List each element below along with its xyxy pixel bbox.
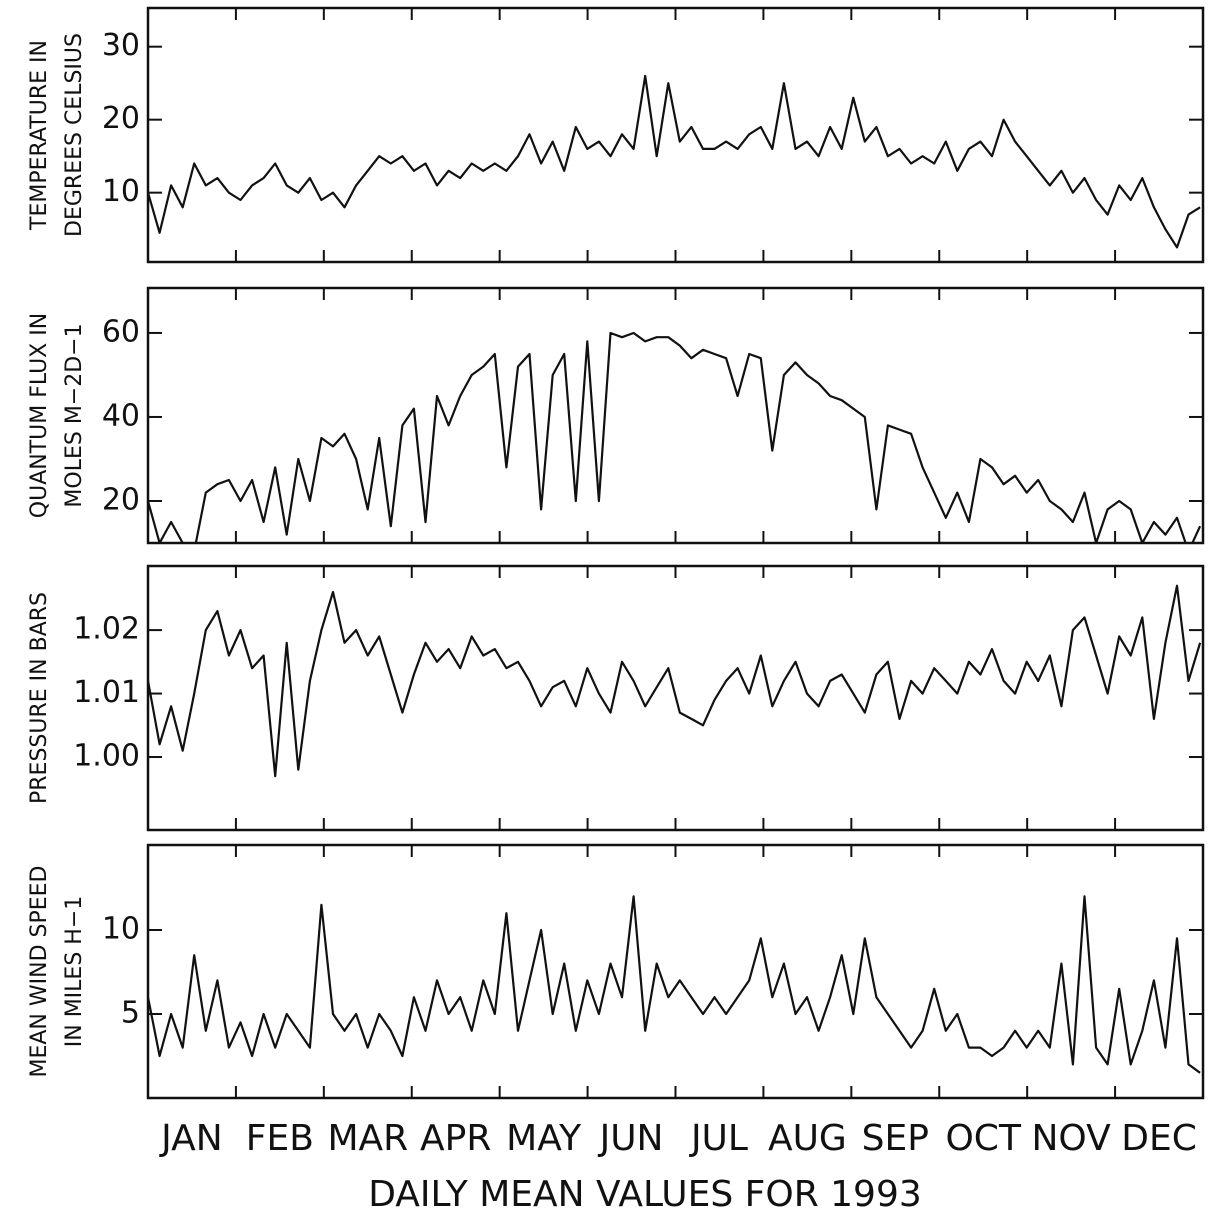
month-label: JUN [598, 1118, 664, 1159]
month-label: JUL [689, 1118, 748, 1159]
y-axis-title: PRESSURE IN BARS [27, 592, 52, 804]
y-tick-label: 5 [121, 996, 140, 1031]
y-tick-label: 10 [102, 174, 140, 209]
y-tick-label: 10 [102, 912, 140, 947]
month-label: FEB [246, 1118, 314, 1159]
panel-frame [146, 843, 1205, 1100]
y-axis-title: MOLES M−2D−1 [62, 323, 87, 507]
month-label: AUG [768, 1118, 847, 1159]
panel-frame [146, 286, 1205, 545]
month-label: SEP [862, 1118, 929, 1159]
y-axis-title: IN MILES H−1 [62, 896, 87, 1048]
y-axis-title: TEMPERATURE IN [27, 40, 52, 231]
month-label: APR [420, 1118, 491, 1159]
y-tick-label: 30 [102, 28, 140, 63]
data-line [148, 895, 1201, 1074]
x-axis-title: DAILY MEAN VALUES FOR 1993 [368, 1174, 922, 1215]
data-line [148, 331, 1202, 543]
data-line [148, 74, 1201, 249]
month-label: DEC [1121, 1118, 1197, 1159]
y-tick-label: 60 [102, 314, 140, 349]
y-tick-label: 20 [102, 482, 140, 517]
y-axis-title: DEGREES CELSIUS [62, 33, 87, 237]
month-label: OCT [945, 1118, 1021, 1159]
y-tick-label: 1.00 [73, 739, 140, 774]
month-label: MAR [327, 1118, 408, 1159]
month-label: NOV [1031, 1118, 1111, 1159]
y-axis-title: QUANTUM FLUX IN [27, 313, 52, 518]
month-label: JAN [159, 1118, 223, 1159]
y-tick-label: 20 [102, 101, 140, 136]
data-line [148, 584, 1202, 778]
y-tick-label: 40 [102, 398, 140, 433]
month-label: MAY [506, 1118, 582, 1159]
y-tick-label: 1.01 [73, 675, 140, 710]
panel-frame [146, 6, 1205, 264]
y-axis-title: MEAN WIND SPEED [27, 866, 52, 1078]
y-tick-label: 1.02 [73, 612, 140, 647]
